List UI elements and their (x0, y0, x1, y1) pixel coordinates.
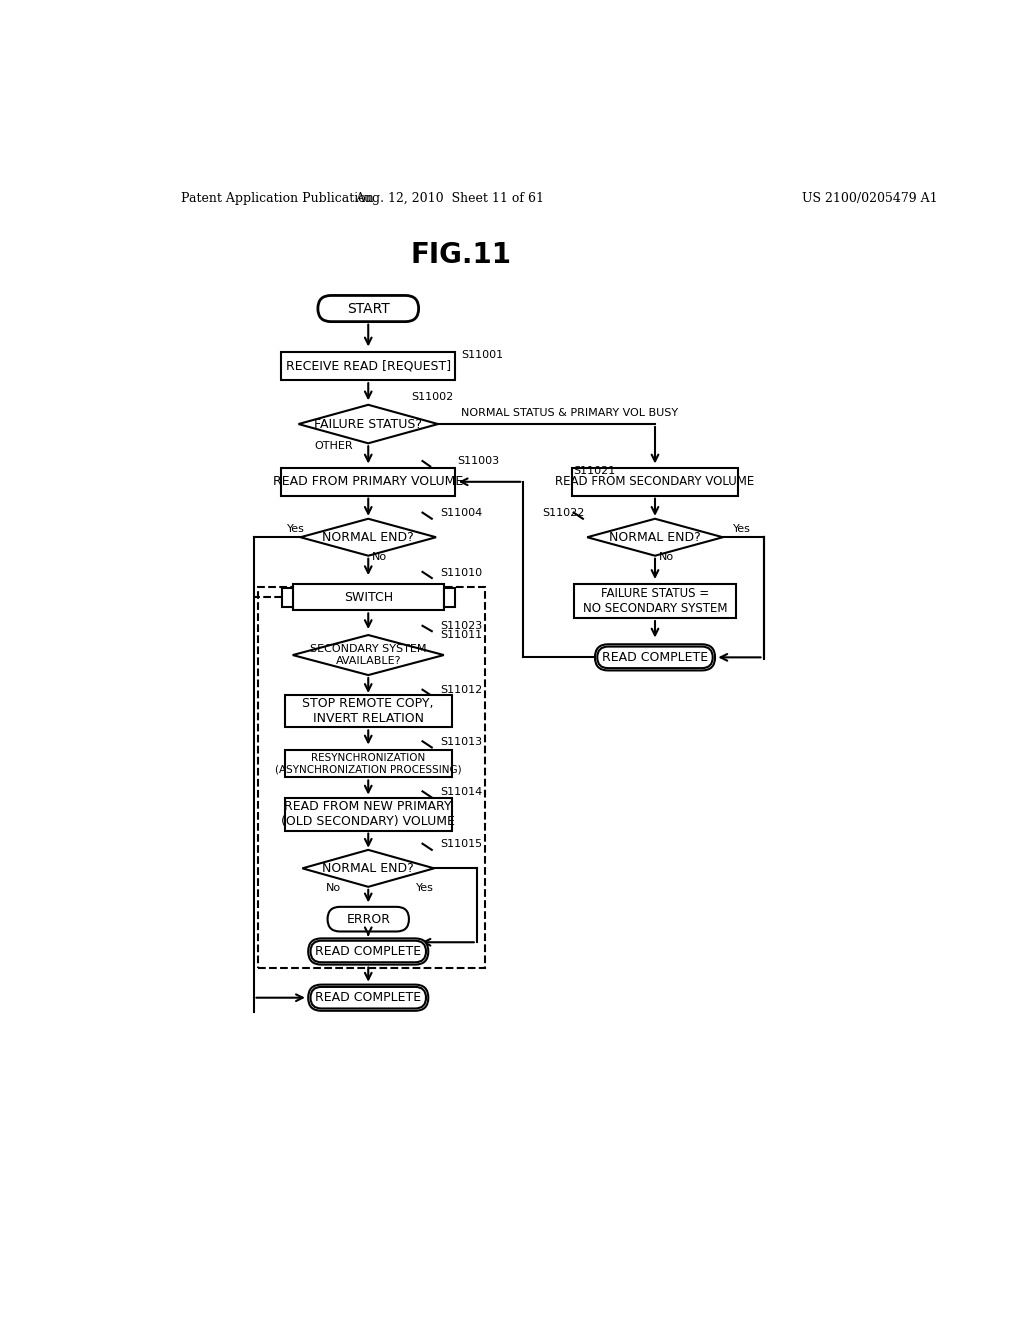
Bar (285, 696, 452, 727)
Text: READ COMPLETE: READ COMPLETE (315, 945, 421, 958)
Text: SWITCH: SWITCH (344, 591, 393, 603)
Bar (285, 750, 452, 777)
Text: FAILURE STATUS?: FAILURE STATUS? (314, 417, 422, 430)
Bar (281, 352, 456, 380)
Text: Yes: Yes (417, 883, 434, 894)
Text: RESYNCHRONIZATION
(ASYNCHRONIZATION PROCESSING): RESYNCHRONIZATION (ASYNCHRONIZATION PROC… (274, 752, 462, 775)
Text: READ COMPLETE: READ COMPLETE (315, 991, 421, 1005)
Text: READ FROM PRIMARY VOLUME: READ FROM PRIMARY VOLUME (273, 475, 464, 488)
Text: S11011: S11011 (440, 630, 482, 640)
Text: No: No (372, 552, 387, 562)
Text: S11010: S11010 (440, 568, 482, 578)
Polygon shape (302, 850, 434, 887)
Text: S11001: S11001 (461, 350, 504, 360)
FancyBboxPatch shape (310, 987, 426, 1008)
Text: No: No (326, 883, 341, 894)
Text: READ COMPLETE: READ COMPLETE (602, 651, 708, 664)
Text: S11022: S11022 (543, 508, 585, 519)
FancyBboxPatch shape (308, 985, 428, 1011)
Text: Aug. 12, 2010  Sheet 11 of 61: Aug. 12, 2010 Sheet 11 of 61 (355, 191, 544, 205)
Text: START: START (347, 301, 389, 315)
Text: OTHER: OTHER (314, 441, 352, 450)
Text: S11015: S11015 (440, 840, 482, 850)
Text: NORMAL END?: NORMAL END? (609, 531, 700, 544)
FancyBboxPatch shape (595, 644, 715, 671)
Text: S11012: S11012 (440, 685, 482, 696)
FancyBboxPatch shape (317, 296, 419, 322)
Text: S11021: S11021 (573, 466, 615, 477)
Text: READ FROM NEW PRIMARY
(OLD SECONDARY) VOLUME: READ FROM NEW PRIMARY (OLD SECONDARY) VO… (282, 800, 456, 829)
Text: S11013: S11013 (440, 737, 482, 747)
Bar (282, 589, 293, 607)
Bar (281, 469, 456, 496)
Polygon shape (293, 635, 443, 675)
Text: S11014: S11014 (440, 787, 482, 797)
Text: Yes: Yes (732, 524, 751, 533)
Bar (571, 469, 738, 496)
Polygon shape (587, 519, 723, 556)
Text: STOP REMOTE COPY,
INVERT RELATION: STOP REMOTE COPY, INVERT RELATION (302, 697, 434, 725)
Text: ERROR: ERROR (346, 912, 390, 925)
Text: READ FROM SECONDARY VOLUME: READ FROM SECONDARY VOLUME (555, 475, 755, 488)
FancyBboxPatch shape (328, 907, 409, 932)
Text: S11003: S11003 (458, 455, 500, 466)
Text: Patent Application Publication: Patent Application Publication (180, 191, 374, 205)
FancyBboxPatch shape (597, 647, 713, 668)
Text: NORMAL END?: NORMAL END? (323, 531, 414, 544)
Bar (285, 799, 452, 830)
Text: No: No (658, 552, 674, 562)
Bar (258, 587, 484, 969)
Text: RECEIVE READ [REQUEST]: RECEIVE READ [REQUEST] (286, 360, 451, 372)
FancyBboxPatch shape (310, 941, 426, 962)
Text: S11004: S11004 (440, 508, 482, 519)
Polygon shape (299, 405, 438, 444)
Text: NORMAL END?: NORMAL END? (323, 862, 414, 875)
Text: S11023: S11023 (440, 620, 482, 631)
Bar (573, 585, 736, 618)
Bar (293, 585, 443, 610)
Text: NORMAL STATUS & PRIMARY VOL BUSY: NORMAL STATUS & PRIMARY VOL BUSY (461, 408, 678, 417)
FancyBboxPatch shape (308, 939, 428, 965)
Polygon shape (300, 519, 436, 556)
Text: SECONDARY SYSTEM
AVAILABLE?: SECONDARY SYSTEM AVAILABLE? (310, 644, 427, 665)
Text: S11002: S11002 (411, 392, 454, 403)
Text: FIG.11: FIG.11 (411, 240, 512, 269)
Text: FAILURE STATUS =
NO SECONDARY SYSTEM: FAILURE STATUS = NO SECONDARY SYSTEM (583, 587, 727, 615)
Text: Yes: Yes (287, 524, 305, 533)
Bar (443, 589, 455, 607)
Text: US 2100/0205479 A1: US 2100/0205479 A1 (802, 191, 938, 205)
